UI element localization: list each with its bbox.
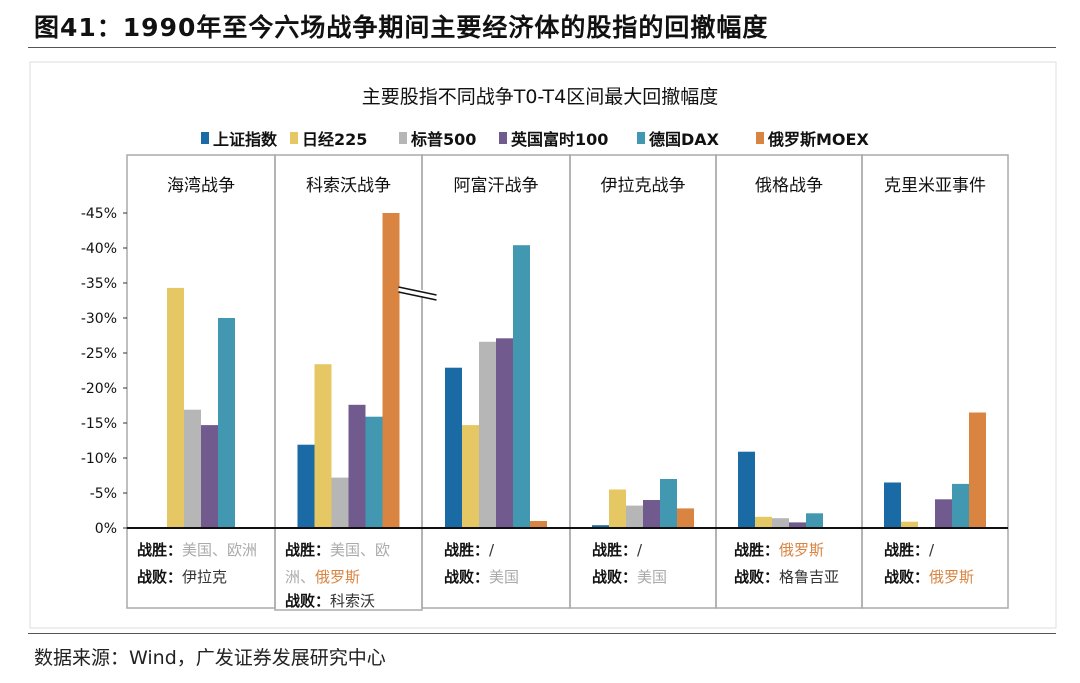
- bar: [331, 477, 349, 528]
- win-note: 战胜：/: [884, 541, 935, 559]
- y-tick-label: 0%: [95, 521, 117, 537]
- bar: [513, 245, 530, 528]
- panel-title: 科索沃战争: [306, 176, 391, 196]
- bar: [789, 522, 806, 528]
- source-note: 数据来源：Wind，广发证券发展研究中心: [34, 647, 386, 669]
- bar: [609, 489, 626, 528]
- lose-note: 战败：格鲁吉亚: [734, 568, 839, 586]
- y-tick-label: -30%: [81, 311, 117, 327]
- bar: [643, 500, 660, 528]
- bar: [626, 505, 643, 528]
- panel-title: 伊拉克战争: [601, 176, 686, 196]
- bar: [314, 364, 332, 528]
- lose-note: 战败：科索沃: [285, 592, 375, 610]
- bar: [952, 483, 969, 528]
- figure-title: 图41：1990年至今六场战争期间主要经济体的股指的回撤幅度: [34, 13, 769, 42]
- legend-label: 德国DAX: [649, 130, 720, 149]
- y-tick-label: -40%: [81, 241, 117, 257]
- y-tick-label: -10%: [81, 451, 117, 467]
- bar: [445, 367, 462, 528]
- bar: [218, 318, 235, 528]
- bar: [677, 508, 694, 528]
- bar: [755, 516, 772, 528]
- bar: [884, 482, 901, 528]
- chart-frame: [29, 61, 1057, 629]
- win-note-cont: 洲、俄罗斯: [285, 568, 360, 586]
- bar: [901, 521, 918, 528]
- bar: [348, 404, 366, 528]
- legend-swatch: [290, 132, 298, 144]
- axis-break-mark: [398, 291, 437, 301]
- bar: [167, 287, 184, 528]
- win-note: 战胜：俄罗斯: [734, 541, 824, 559]
- bar: [382, 213, 400, 528]
- legend-label: 标普500: [410, 130, 476, 149]
- lose-note: 战败：美国: [592, 568, 667, 586]
- top-divider: [28, 47, 1056, 48]
- panel-title: 海湾战争: [167, 176, 235, 196]
- bar: [806, 513, 823, 528]
- legend-swatch: [499, 132, 507, 144]
- bar: [738, 451, 755, 528]
- panel-title: 克里米亚事件: [884, 176, 986, 196]
- y-tick-label: -25%: [81, 346, 117, 362]
- chart-title: 主要股指不同战争T0-T4区间最大回撤幅度: [362, 86, 719, 108]
- lose-note: 战败：俄罗斯: [884, 568, 974, 586]
- y-tick-label: -35%: [81, 276, 117, 292]
- panel-title: 俄格战争: [755, 176, 823, 196]
- bar: [201, 425, 218, 528]
- bar: [530, 521, 547, 528]
- legend-label: 上证指数: [213, 130, 278, 149]
- bar: [592, 525, 609, 528]
- panel-border: [861, 154, 1009, 609]
- y-tick-label: -5%: [90, 486, 117, 502]
- win-note: 战胜：美国、欧洲: [137, 541, 257, 559]
- bar: [184, 409, 201, 528]
- lose-note: 战败：美国: [444, 568, 519, 586]
- lose-note: 战败：伊拉克: [137, 568, 227, 586]
- bar: [660, 479, 677, 528]
- panel-title: 阿富汗战争: [454, 176, 539, 196]
- bar: [935, 499, 952, 528]
- bottom-divider: [28, 633, 1056, 634]
- bar: [772, 518, 789, 528]
- bar: [462, 425, 479, 528]
- bar: [969, 412, 986, 528]
- win-note: 战胜：/: [444, 541, 495, 559]
- y-tick-label: -15%: [81, 416, 117, 432]
- bar: [365, 416, 383, 528]
- legend-label: 英国富时100: [510, 130, 608, 149]
- axis-break-gap: [398, 285, 437, 299]
- axis-break-mark: [398, 286, 437, 296]
- legend-label: 日经225: [302, 130, 367, 149]
- y-tick-label: -45%: [81, 206, 117, 222]
- bar: [297, 444, 315, 528]
- legend-swatch: [399, 132, 407, 144]
- legend-swatch: [637, 132, 645, 144]
- win-note: 战胜：美国、欧: [285, 541, 390, 559]
- legend-swatch: [201, 132, 209, 144]
- bar: [496, 338, 513, 528]
- legend-swatch: [756, 132, 764, 144]
- y-tick-label: -20%: [81, 381, 117, 397]
- bar: [479, 341, 496, 528]
- legend-label: 俄罗斯MOEX: [767, 130, 869, 149]
- win-note: 战胜：/: [592, 541, 643, 559]
